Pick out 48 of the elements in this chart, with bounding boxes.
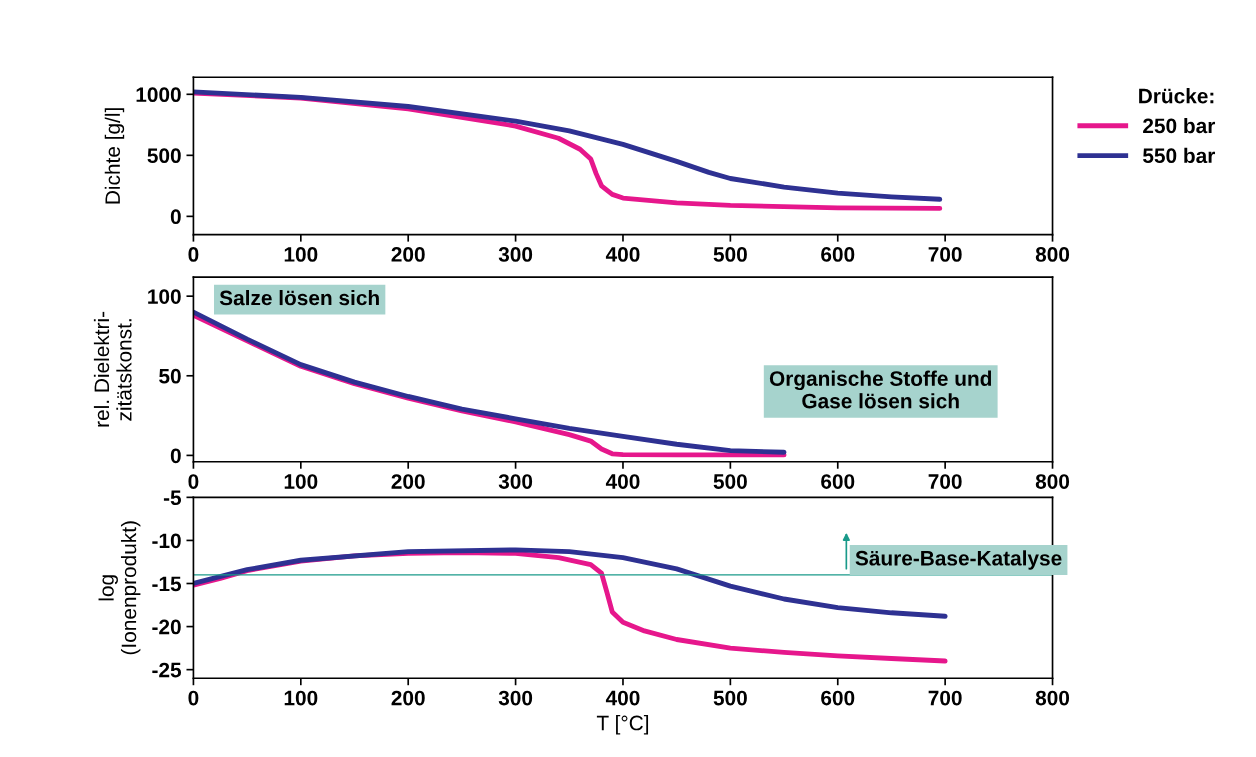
y-tick-label: 1000: [136, 87, 181, 103]
x-tick-label: 600: [821, 690, 855, 706]
y-tick-label: 500: [147, 148, 181, 164]
x-tick-label: 300: [498, 474, 533, 489]
y-tick-label: -15: [152, 576, 182, 592]
x-tick-label: 200: [391, 474, 425, 489]
x-tick-label: 400: [605, 247, 640, 262]
y-tick-label: -20: [152, 619, 181, 635]
x-tick-label: 400: [605, 690, 640, 706]
legend-title: Drücke:: [1139, 88, 1214, 104]
x-tick-label: 300: [498, 690, 533, 706]
y-tick-label: -5: [163, 490, 182, 506]
x-tick-label: 0: [188, 690, 199, 706]
x-tick-label: 600: [821, 247, 855, 262]
x-tick-label: 0: [188, 247, 199, 262]
legend-label: 250 bar: [1143, 117, 1216, 134]
x-axis-title: T [°C]: [596, 715, 649, 735]
y-axis-title: log (Ionenprodukt): [98, 521, 141, 655]
x-tick-label: 500: [713, 474, 747, 489]
x-tick-label: 800: [1035, 474, 1070, 489]
y-tick-label: 0: [170, 209, 181, 225]
x-tick-label: 700: [928, 474, 962, 489]
x-tick-label: 200: [391, 690, 425, 706]
x-tick-label: 300: [498, 247, 533, 262]
y-tick-label: -25: [152, 662, 182, 678]
y-axis-title: rel. Dielektri- zitätskonst.: [93, 311, 132, 427]
x-tick-label: 700: [928, 690, 962, 706]
x-tick-label: 500: [713, 247, 747, 262]
x-tick-label: 500: [713, 690, 747, 706]
x-tick-label: 700: [928, 247, 962, 262]
x-tick-label: 100: [284, 474, 318, 489]
x-tick-label: 400: [605, 474, 640, 489]
x-tick-label: 600: [821, 474, 855, 489]
ref-line-label: Säure-Base-Katalyse: [855, 550, 1062, 570]
x-tick-label: 100: [284, 690, 318, 706]
x-tick-label: 800: [1035, 690, 1070, 706]
y-tick-label: 0: [170, 448, 181, 464]
annotation: Salze lösen sich: [219, 289, 379, 306]
y-axis-title: Dichte [g/l]: [104, 108, 125, 204]
y-tick-label: 50: [159, 368, 181, 384]
legend-label: 550 bar: [1143, 147, 1216, 164]
annotation: Organische Stoffe und Gase lösen sich: [769, 370, 992, 409]
y-tick-label: -10: [152, 533, 181, 549]
x-tick-label: 200: [391, 247, 425, 262]
x-tick-label: 100: [284, 247, 318, 262]
y-tick-label: 100: [148, 289, 181, 304]
x-tick-label: 0: [188, 474, 199, 489]
x-tick-label: 800: [1035, 247, 1070, 262]
